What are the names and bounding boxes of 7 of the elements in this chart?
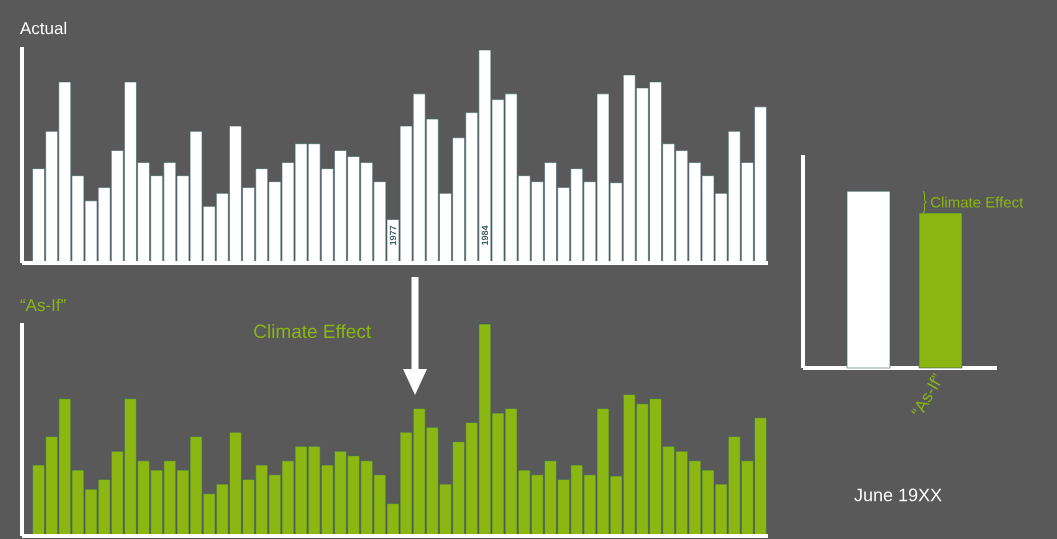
chart-title: Actual — [19, 21, 67, 35]
chart-title: “As-If” — [20, 298, 66, 312]
text: June 19XX — [854, 488, 942, 502]
x-tick-label: 1984 — [481, 225, 489, 245]
x-tick-label: 1977 — [389, 225, 397, 245]
annotation: Climate Effect — [930, 196, 1024, 208]
annotation: Climate Effect — [254, 324, 372, 339]
